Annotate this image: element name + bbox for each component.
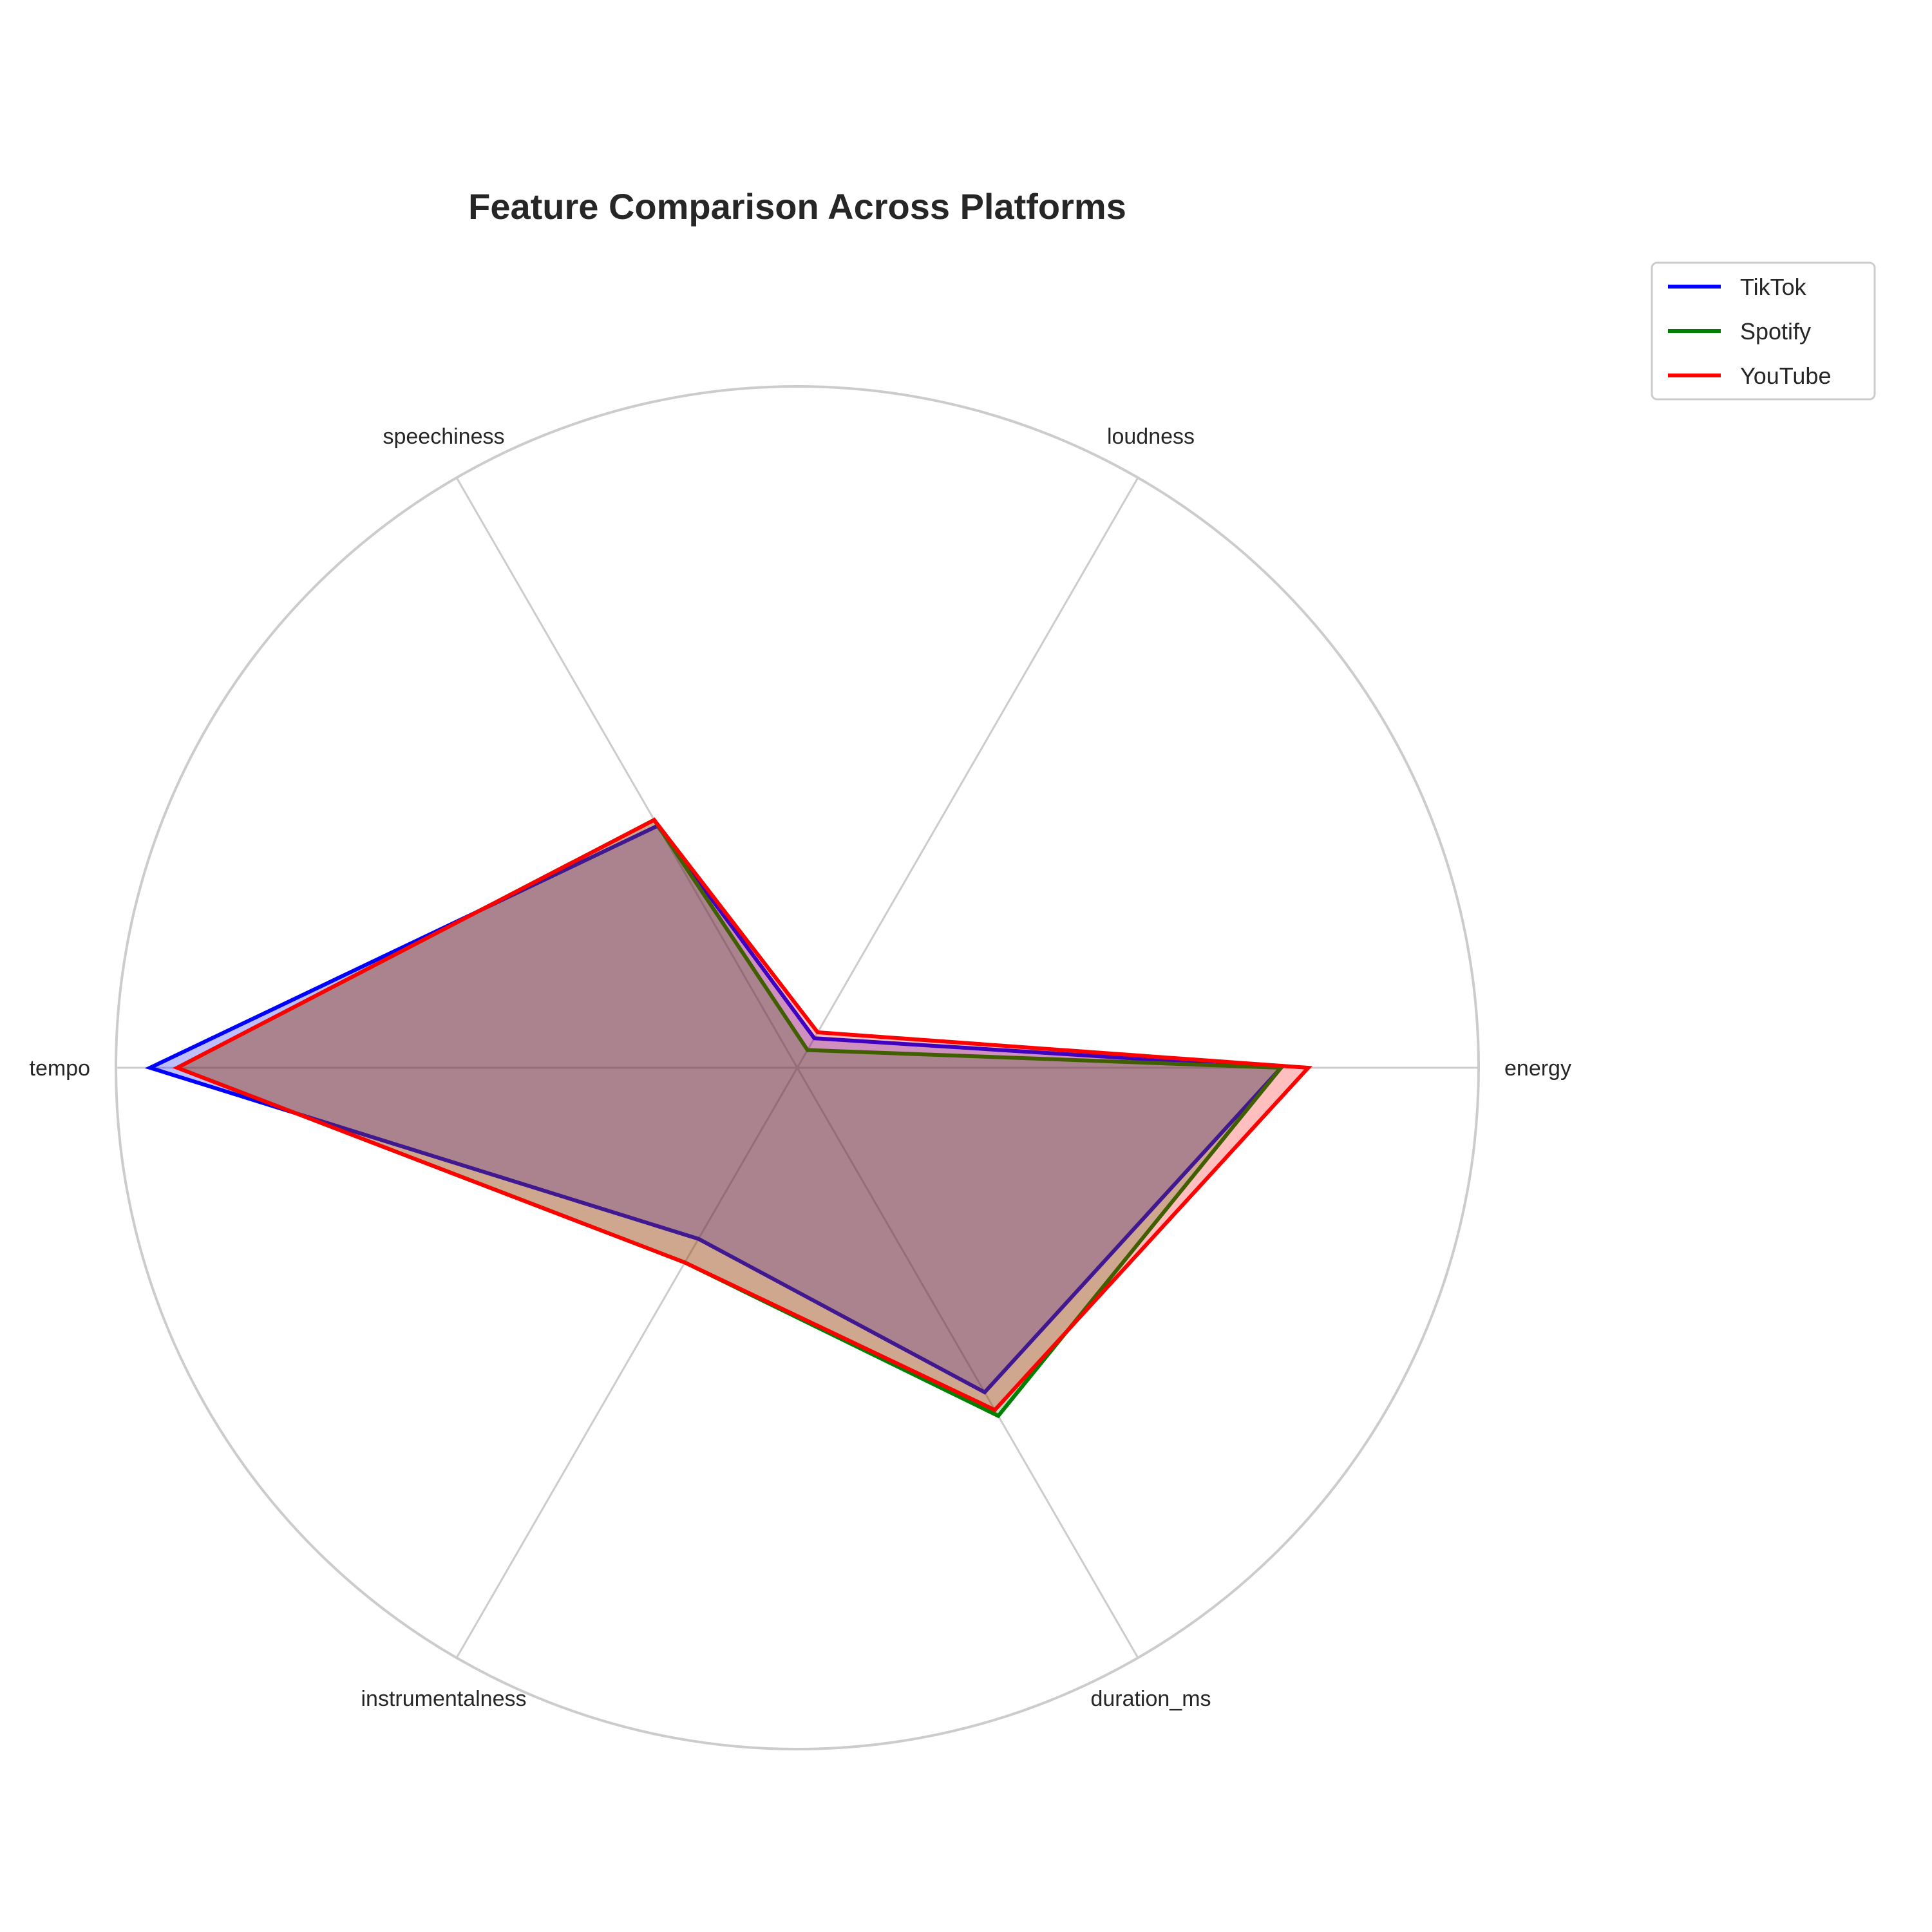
series-line-tiktok <box>144 823 1285 1395</box>
axis-label-speechiness: speechiness <box>383 424 504 449</box>
series-fill-youtube <box>177 820 1309 1410</box>
spoke-speechiness <box>455 477 799 1068</box>
legend-label-youtube: YouTube <box>1740 363 1831 389</box>
series-layer <box>144 817 1312 1419</box>
spoke-loudness <box>796 477 1139 1068</box>
axis-labels: energy loudness speechiness tempo instrument… <box>30 424 1571 1711</box>
axis-label-duration_ms: duration_ms <box>1090 1687 1211 1711</box>
axis-label-instrumentalness: instrumentalness <box>361 1687 526 1711</box>
series-line-youtube <box>172 817 1312 1413</box>
legend-label-spotify: Spotify <box>1740 318 1811 345</box>
chart-title: Feature Comparison Across Platforms <box>468 186 1126 227</box>
axis-label-loudness: loudness <box>1107 424 1195 449</box>
legend: TikTok Spotify YouTube <box>1651 261 1876 401</box>
axis-label-tempo: tempo <box>30 1056 91 1081</box>
grid <box>115 385 1480 1750</box>
legend-frame <box>1651 261 1876 401</box>
series-fill-spotify <box>177 820 1282 1416</box>
legend-label-tiktok: TikTok <box>1740 274 1807 300</box>
spoke-duration_ms <box>796 1067 1139 1659</box>
spoke-instrumentalness <box>455 1067 799 1659</box>
series-fill-tiktok <box>149 826 1282 1392</box>
axis-label-energy: energy <box>1504 1056 1571 1081</box>
